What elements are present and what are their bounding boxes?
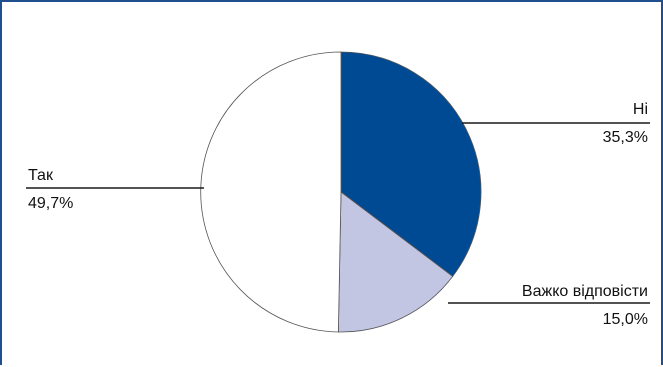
- slice-value-hard-to-say: 15,0%: [603, 311, 648, 328]
- slice-label-ni: Ні: [633, 101, 648, 118]
- pie-slice-hard-to-say: [337, 191, 454, 333]
- pie-slices: [200, 51, 482, 333]
- leader-lines: [26, 122, 650, 304]
- slice-value-ni: 35,3%: [603, 129, 648, 146]
- pie-slice-ni: [340, 51, 482, 277]
- slice-labels: Ні 35,3% Важко відповісти 15,0% Так 49,7…: [28, 101, 648, 328]
- slice-label-tak: Так: [28, 167, 54, 184]
- slice-label-hard-to-say: Важко відповісти: [522, 283, 648, 300]
- slice-value-tak: 49,7%: [28, 195, 73, 212]
- pie-slice-tak: [200, 51, 342, 333]
